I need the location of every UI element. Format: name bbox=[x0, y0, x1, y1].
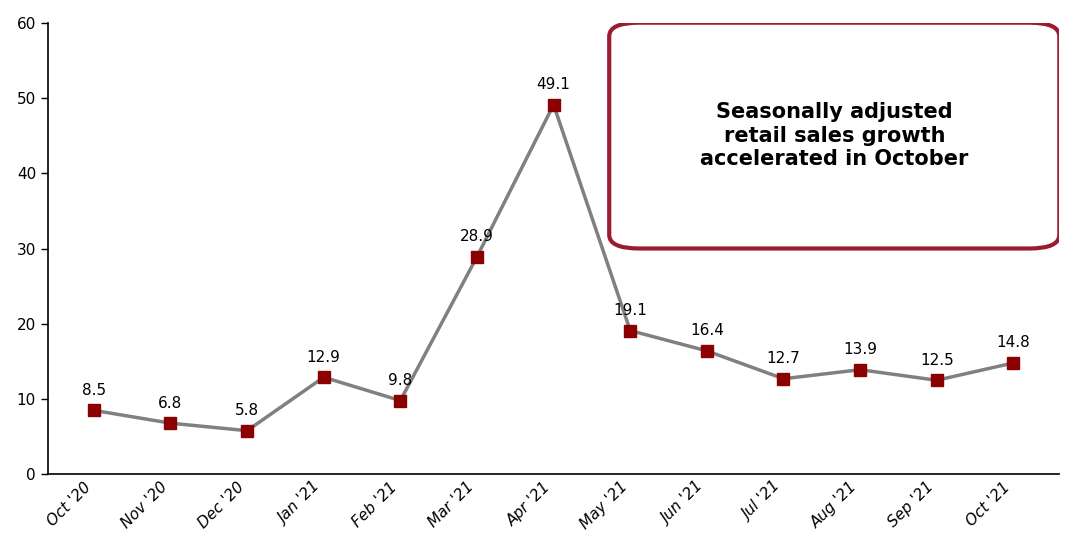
Text: 8.5: 8.5 bbox=[82, 383, 105, 398]
FancyBboxPatch shape bbox=[609, 23, 1060, 249]
Text: 6.8: 6.8 bbox=[158, 396, 183, 411]
Text: Seasonally adjusted
retail sales growth
accelerated in October: Seasonally adjusted retail sales growth … bbox=[700, 102, 968, 169]
Text: 12.5: 12.5 bbox=[920, 353, 953, 368]
Text: 16.4: 16.4 bbox=[690, 323, 724, 338]
Text: 49.1: 49.1 bbox=[537, 77, 570, 92]
Text: 12.7: 12.7 bbox=[766, 351, 801, 366]
Text: 9.8: 9.8 bbox=[388, 373, 412, 388]
Text: 19.1: 19.1 bbox=[613, 303, 647, 318]
Text: 28.9: 28.9 bbox=[461, 229, 494, 244]
Text: 12.9: 12.9 bbox=[307, 350, 341, 365]
Text: 5.8: 5.8 bbox=[235, 403, 259, 418]
Text: 13.9: 13.9 bbox=[844, 342, 877, 357]
Text: 14.8: 14.8 bbox=[996, 335, 1030, 350]
